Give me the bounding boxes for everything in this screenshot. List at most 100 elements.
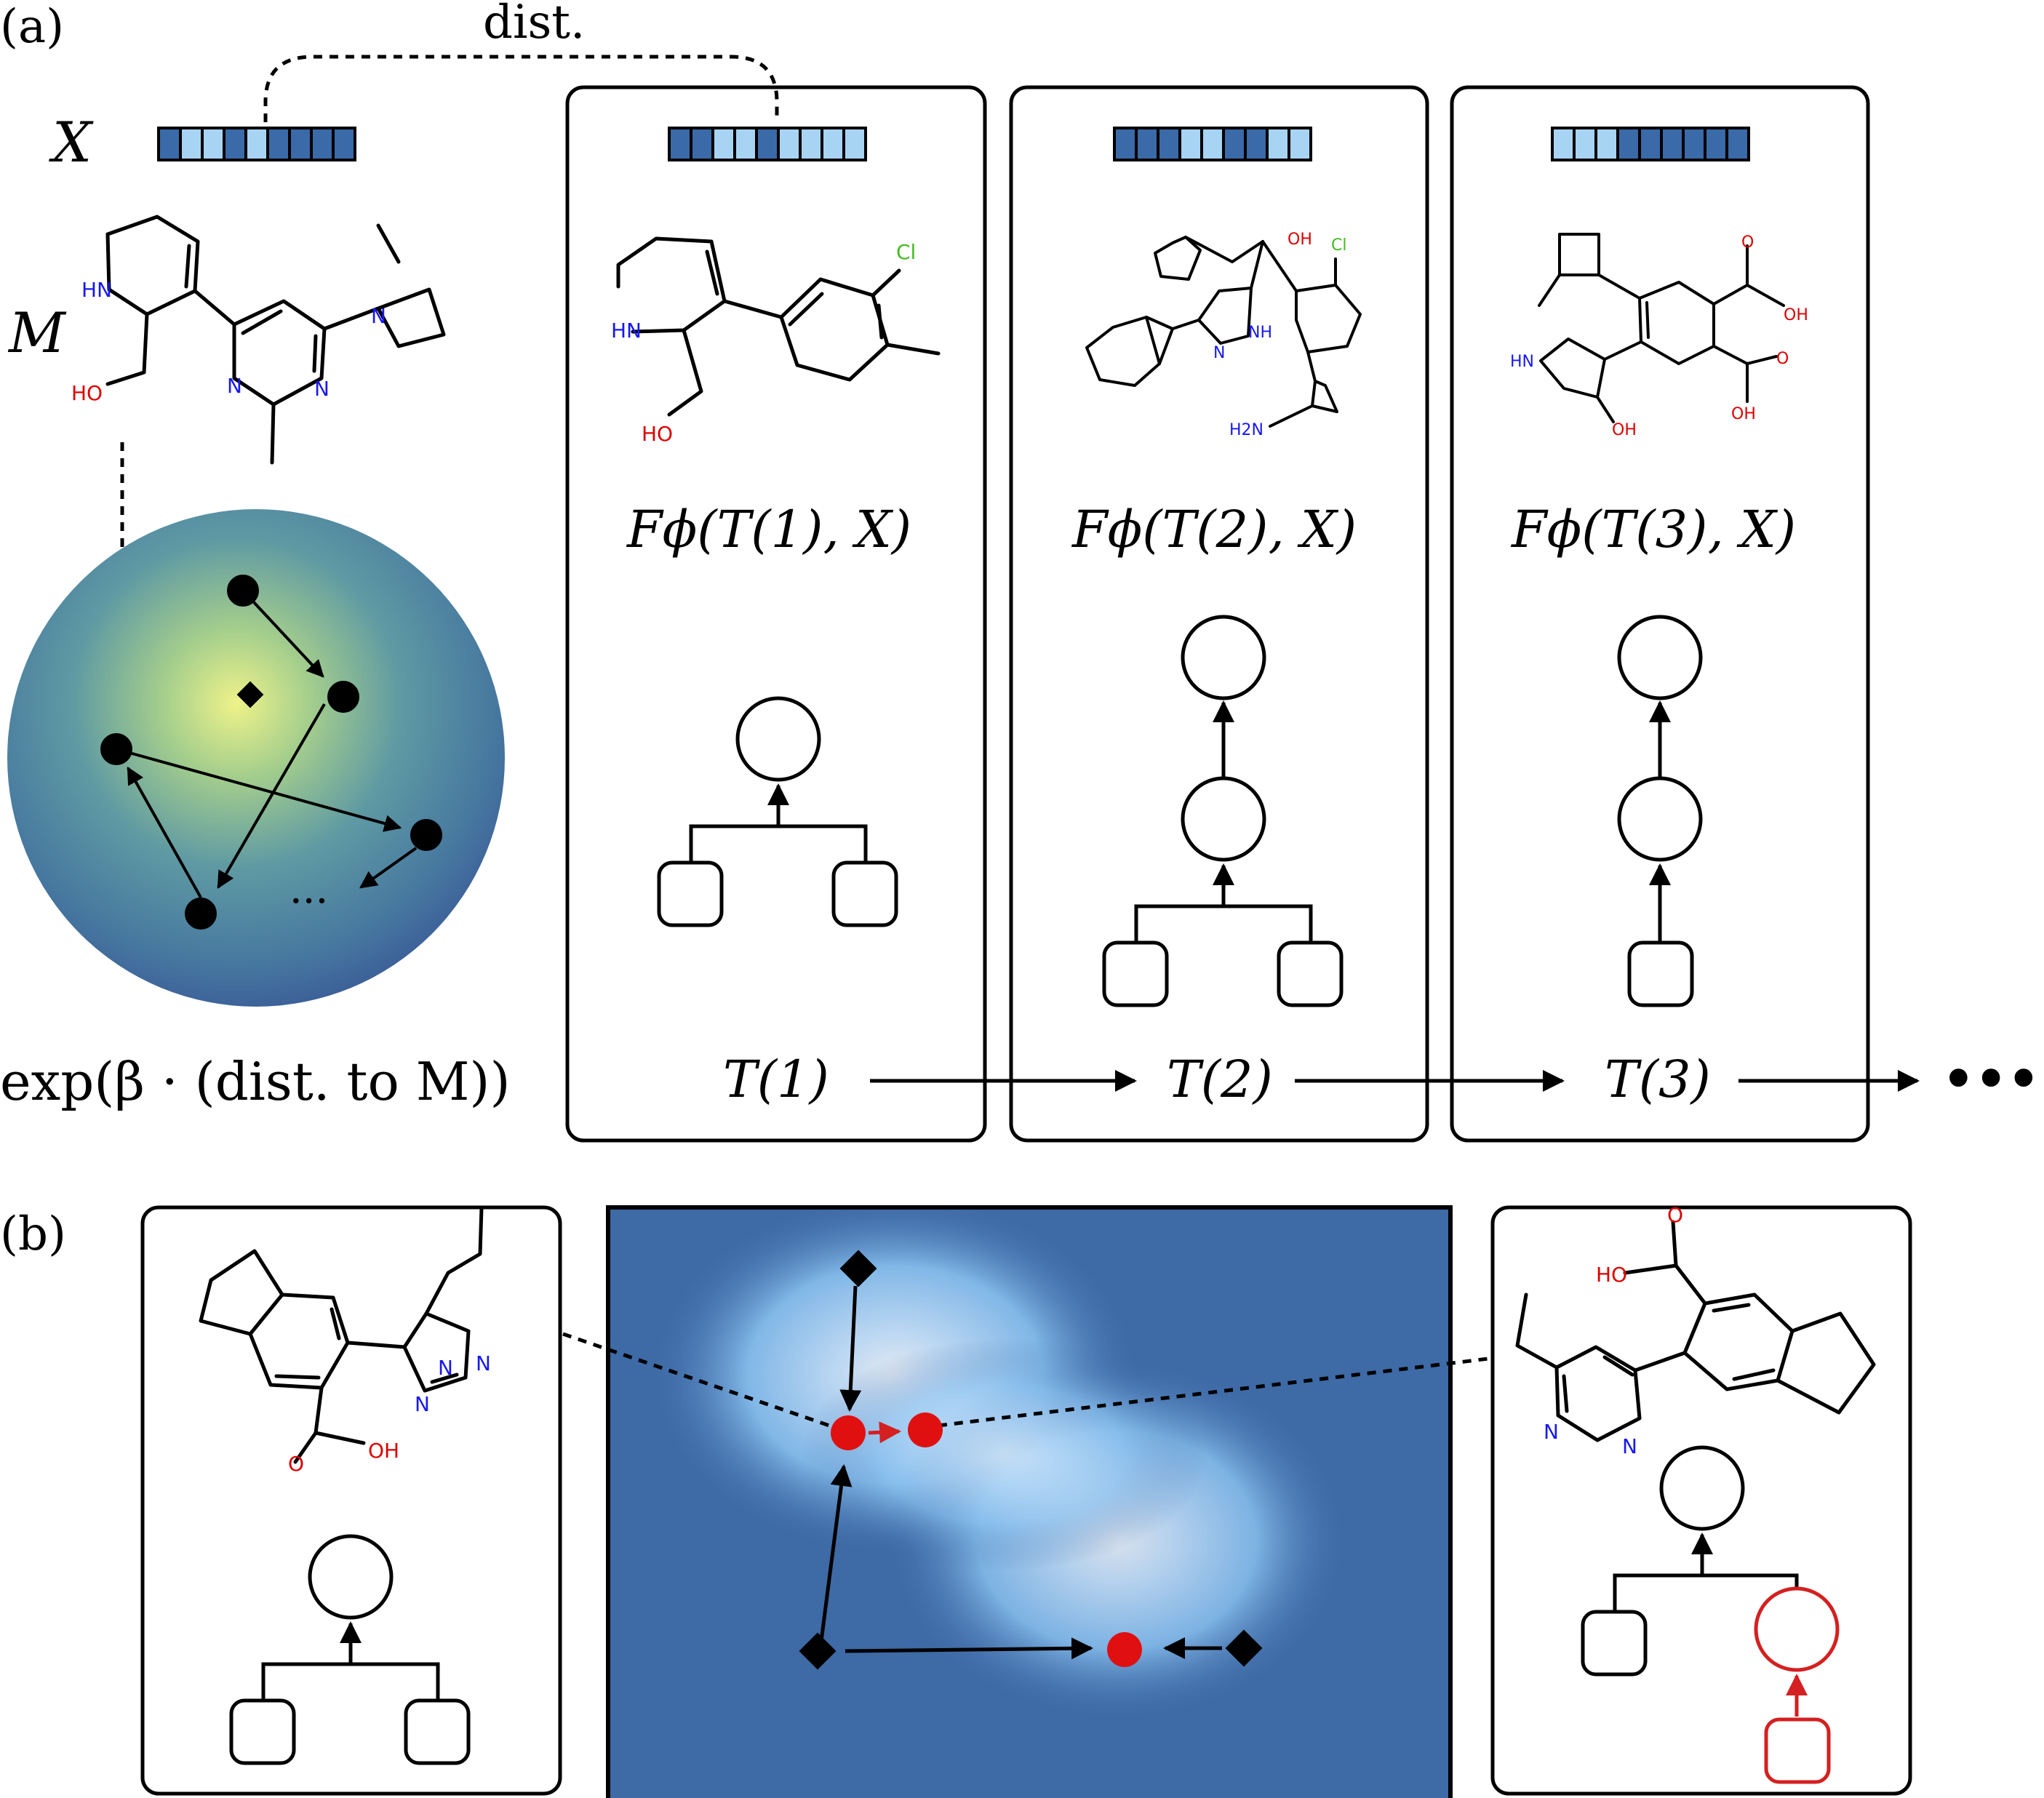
card-3 [1450, 85, 1870, 1143]
atom-label: HN [611, 319, 642, 343]
atom-label: Cl [1331, 236, 1346, 255]
atom-label: N [314, 377, 330, 401]
chain-ellipsis: ••• [1942, 1050, 2040, 1109]
fingerprint-x [157, 127, 356, 161]
tree-leaf-square [1581, 1610, 1648, 1677]
tree-node-circle [1617, 776, 1703, 862]
atom-label: O [1667, 1203, 1683, 1227]
atom-label: N [415, 1392, 430, 1416]
atom-label: OH [1288, 231, 1312, 249]
tree-leaf-square [229, 1698, 296, 1765]
card-2 [1009, 85, 1429, 1143]
dist-connector [263, 55, 779, 122]
x-label: X [49, 110, 94, 175]
molecule-b-right [1515, 1220, 1876, 1442]
latent-point [227, 575, 259, 607]
latent-point [185, 898, 217, 930]
atom-label: OH [368, 1439, 399, 1463]
tree-leaf-square [1627, 940, 1694, 1007]
atom-label: HO [1596, 1263, 1627, 1287]
molecule-card-3 [1538, 233, 1785, 423]
optimized-point [831, 1415, 866, 1450]
atom-label: N [1213, 344, 1225, 362]
panel-a-label: (a) [0, 0, 64, 54]
tree-node-circle [308, 1534, 394, 1620]
latent-sphere [7, 509, 505, 1007]
molecule-b-left [199, 1205, 484, 1464]
atom-label: N [1544, 1420, 1559, 1444]
molecule-card-2 [1085, 236, 1362, 428]
atom-label: N [438, 1356, 453, 1380]
molecule-card-1 [616, 236, 941, 417]
optimized-point [908, 1413, 943, 1447]
tree-leaf-square [1102, 940, 1169, 1007]
tree-leaf-square-modified [1764, 1717, 1831, 1784]
tree-node-circle [735, 696, 821, 782]
card-2-tree-label: T(2) [1167, 1050, 1273, 1109]
atom-label: N [476, 1351, 491, 1375]
latent-point [100, 733, 132, 765]
latent-point [410, 819, 442, 851]
card-3-function: Fϕ(T(3), X) [1510, 500, 1796, 559]
atom-label: N [227, 374, 242, 398]
sphere-graph [100, 575, 442, 930]
landscape-link-right [938, 1357, 1489, 1428]
tree-leaf-square [831, 860, 898, 927]
panel-b-right-card [1490, 1205, 1912, 1796]
tree-node-circle [1659, 1445, 1745, 1531]
molecule-b-left-atoms: N N N O OH [288, 1351, 491, 1476]
atom-label: HO [71, 381, 103, 405]
card-2-tree [1102, 615, 1344, 1007]
tree-leaf-square [404, 1698, 471, 1765]
atom-label: O [1741, 233, 1754, 252]
card-1-tree-label: T(1) [723, 1050, 829, 1109]
card-1-function: Fϕ(T(1), X) [626, 500, 911, 559]
atom-label: HN [81, 278, 112, 302]
molecule-card-2-atoms: OH Cl N NH H2N [1213, 231, 1346, 439]
optimized-point [1107, 1632, 1142, 1667]
molecule-b-right-atoms: O HO N N [1544, 1203, 1683, 1458]
panel-b-left-card [140, 1205, 562, 1796]
m-label: M [7, 300, 67, 365]
atom-label: H2N [1229, 421, 1263, 439]
molecule-card-3-atoms: HN OH O OH O OH [1510, 233, 1808, 439]
panel-b-left-tree [229, 1534, 471, 1765]
card-3-tree [1617, 615, 1703, 1007]
atom-label: HO [642, 422, 673, 446]
landscape-basin [800, 1338, 1207, 1571]
atom-label: OH [1731, 405, 1756, 423]
atom-label: N [371, 304, 386, 328]
tree-node-circle [1181, 615, 1266, 700]
dist-label: dist. [483, 0, 585, 49]
atom-label: NH [1248, 324, 1272, 342]
atom-label: Cl [896, 240, 916, 264]
molecule-m [105, 215, 446, 465]
atom-label: OH [1612, 421, 1637, 439]
card-2-function: Fϕ(T(2), X) [1071, 500, 1357, 559]
card-3-tree-label: T(3) [1605, 1050, 1711, 1109]
fingerprint-card-1 [668, 127, 867, 161]
latent-target-marker [236, 681, 264, 708]
latent-point [327, 681, 359, 713]
tree-node-circle [1181, 776, 1266, 862]
landscape-trajectories [818, 1285, 1222, 1660]
atom-label: OH [1784, 306, 1808, 324]
panel-b-right-tree [1581, 1445, 1840, 1784]
atom-label: O [288, 1452, 304, 1476]
optimization-landscape [608, 1207, 1450, 1798]
fingerprint-card-3 [1551, 127, 1750, 161]
sphere-ellipsis: ··· [290, 878, 328, 925]
molecule-card-1-atoms: Cl HN HO [611, 240, 916, 446]
molecule-m-atoms: HN HO N N N [71, 278, 386, 405]
atom-label: HN [1510, 353, 1534, 371]
tree-node-circle [1617, 615, 1703, 700]
tree-leaf-square [1277, 940, 1344, 1007]
start-point-marker [839, 1250, 877, 1287]
energy-formula: exp(β · (dist. to M)) [0, 1051, 511, 1112]
card-1-tree [657, 696, 898, 927]
fingerprint-card-2 [1113, 127, 1312, 161]
tree-leaf-square [657, 860, 724, 927]
atom-label: N [1622, 1434, 1637, 1458]
atom-label: O [1776, 350, 1789, 368]
